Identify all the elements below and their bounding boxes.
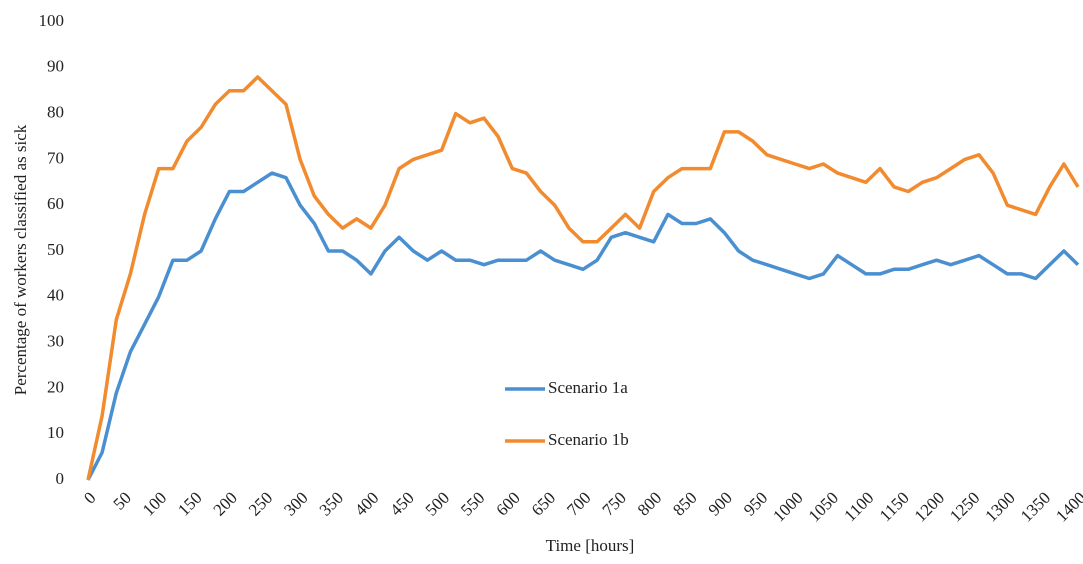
data-line bbox=[86, 75, 1080, 481]
y-tick-label: 0 bbox=[56, 469, 65, 488]
x-tick-label: 350 bbox=[316, 488, 347, 519]
x-tick-label: 600 bbox=[492, 488, 523, 519]
x-tick-label: 850 bbox=[669, 488, 700, 519]
x-tick-label: 200 bbox=[210, 488, 241, 519]
legend-label: Scenario 1a bbox=[548, 378, 628, 397]
x-tick-label: 150 bbox=[174, 488, 205, 519]
x-tick-label: 650 bbox=[528, 488, 559, 519]
y-tick-label: 40 bbox=[47, 286, 64, 305]
x-tick-label: 900 bbox=[705, 488, 736, 519]
y-tick-label: 80 bbox=[47, 103, 64, 122]
y-tick-label: 20 bbox=[47, 377, 64, 396]
x-tick-label: 250 bbox=[245, 488, 276, 519]
y-tick-label: 60 bbox=[47, 194, 64, 213]
y-tick-label: 50 bbox=[47, 240, 64, 259]
x-tick-label: 1200 bbox=[911, 488, 948, 525]
x-tick-label: 1350 bbox=[1017, 488, 1054, 525]
x-tick-label: 1000 bbox=[769, 488, 806, 525]
x-tick-label: 300 bbox=[280, 488, 311, 519]
x-tick-label: 1400 bbox=[1052, 488, 1083, 525]
x-tick-label: 400 bbox=[351, 488, 382, 519]
x-tick-label: 1100 bbox=[840, 488, 877, 525]
y-tick-label: 70 bbox=[47, 148, 64, 167]
x-tick-label: 950 bbox=[740, 488, 771, 519]
y-tick-label: 90 bbox=[47, 57, 64, 76]
x-tick-label: 800 bbox=[634, 488, 665, 519]
x-tick-label: 1300 bbox=[981, 488, 1018, 525]
data-line bbox=[86, 171, 1080, 481]
x-tick-label: 100 bbox=[139, 488, 170, 519]
x-tick-label: 450 bbox=[386, 488, 417, 519]
y-tick-label: 10 bbox=[47, 423, 64, 442]
legend-label: Scenario 1b bbox=[548, 430, 629, 449]
y-tick-label: 30 bbox=[47, 332, 64, 351]
x-tick-label: 750 bbox=[598, 488, 629, 519]
x-axis-title: Time [hours] bbox=[546, 536, 635, 555]
x-tick-label: 500 bbox=[422, 488, 453, 519]
x-tick-label: 1050 bbox=[805, 488, 842, 525]
y-tick-label: 100 bbox=[39, 11, 65, 30]
x-tick-label: 550 bbox=[457, 488, 488, 519]
x-tick-label: 0 bbox=[80, 488, 99, 507]
x-tick-label: 700 bbox=[563, 488, 594, 519]
x-tick-label: 1250 bbox=[946, 488, 983, 525]
x-tick-label: 1150 bbox=[876, 488, 913, 525]
x-tick-label: 50 bbox=[109, 488, 134, 513]
y-axis-title: Percentage of workers classified as sick bbox=[11, 124, 30, 395]
